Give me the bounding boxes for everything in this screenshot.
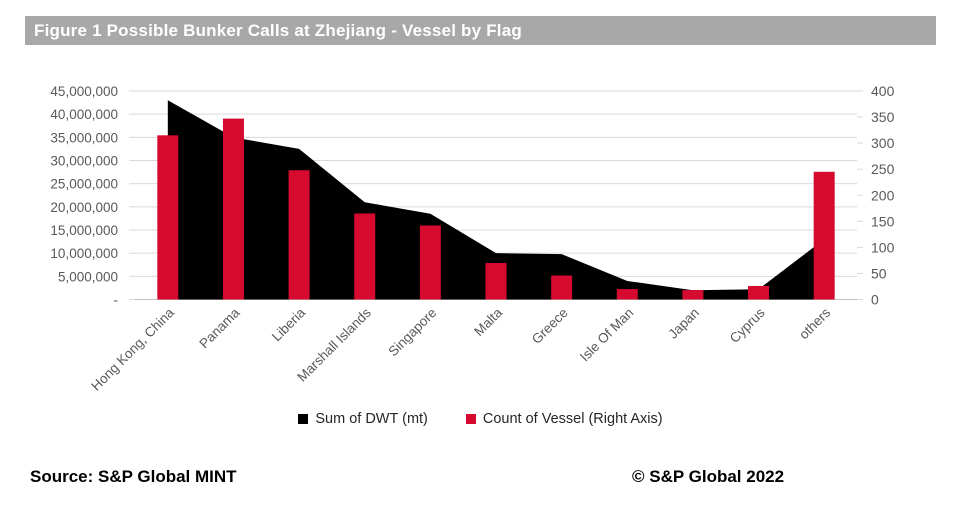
figure-title-bar: Figure 1 Possible Bunker Calls at Zhejia… bbox=[25, 16, 936, 45]
right-axis-label: 50 bbox=[871, 265, 887, 281]
dwt-area-series bbox=[167, 100, 825, 300]
x-axis-label: Cyprus bbox=[727, 305, 768, 346]
vessel-count-bar bbox=[813, 171, 835, 300]
chart-legend: Sum of DWT (mt) Count of Vessel (Right A… bbox=[0, 411, 961, 427]
right-axis-label: 250 bbox=[871, 161, 895, 177]
vessel-count-bar bbox=[354, 213, 376, 300]
right-axis-label: 100 bbox=[871, 239, 895, 255]
x-axis-label: Greece bbox=[529, 305, 571, 347]
x-axis-label: Singapore bbox=[385, 305, 439, 359]
vessel-count-bar bbox=[288, 170, 310, 300]
left-axis-label: 25,000,000 bbox=[50, 177, 118, 192]
vessel-count-bar bbox=[551, 275, 573, 300]
left-axis-label: 20,000,000 bbox=[50, 200, 118, 215]
left-axis-label: 10,000,000 bbox=[50, 246, 118, 261]
vessel-count-bar bbox=[748, 285, 770, 300]
x-axis-label: Hong Kong, China bbox=[88, 305, 177, 394]
right-axis-label: 150 bbox=[871, 213, 895, 229]
combo-chart: 45,000,000 40,000,000 35,000,000 30,000,000… bbox=[50, 83, 895, 394]
left-axis-label: 45,000,000 bbox=[50, 84, 118, 99]
left-axis-label: 35,000,000 bbox=[50, 130, 118, 145]
left-axis-label: 30,000,000 bbox=[50, 154, 118, 169]
vessel-count-bar bbox=[616, 289, 638, 300]
vessel-series-swatch-icon bbox=[465, 414, 476, 424]
x-axis-label: Liberia bbox=[269, 305, 309, 345]
x-axis-label: Isle Of Man bbox=[577, 305, 636, 364]
vessel-count-bar bbox=[419, 225, 441, 300]
vessel-count-bar bbox=[485, 263, 507, 300]
right-axis-label: 200 bbox=[871, 187, 895, 203]
vessel-count-bar bbox=[682, 290, 704, 300]
vessel-count-bar bbox=[222, 118, 244, 300]
left-axis-label: 40,000,000 bbox=[50, 107, 118, 122]
left-axis-label: 5,000,000 bbox=[58, 269, 118, 284]
left-axis-label: - bbox=[114, 293, 119, 308]
dwt-series-swatch-icon bbox=[298, 414, 309, 424]
figure-footer: Source: S&P Global MINT © S&P Global 202… bbox=[0, 464, 961, 494]
legend-label-vessel: Count of Vessel (Right Axis) bbox=[482, 411, 663, 427]
figure-title: Figure 1 Possible Bunker Calls at Zhejia… bbox=[34, 20, 522, 40]
copyright-text: © S&P Global 2022 bbox=[632, 467, 785, 486]
x-axis-label: Malta bbox=[471, 305, 505, 339]
source-text: Source: S&P Global MINT bbox=[30, 467, 237, 486]
legend-item-vessel: Count of Vessel (Right Axis) bbox=[465, 411, 663, 427]
vessel-count-bar bbox=[157, 135, 179, 300]
right-axis-label: 0 bbox=[871, 292, 879, 308]
legend-item-dwt: Sum of DWT (mt) bbox=[298, 411, 428, 427]
right-axis-label: 300 bbox=[871, 135, 895, 151]
x-axis-label: others bbox=[796, 305, 833, 342]
x-axis-label: Japan bbox=[665, 305, 702, 342]
x-axis-label: Panama bbox=[196, 305, 243, 352]
left-axis-label: 15,000,000 bbox=[50, 223, 118, 238]
right-axis-label: 350 bbox=[871, 109, 895, 125]
right-axis-label: 400 bbox=[871, 83, 895, 99]
legend-label-dwt: Sum of DWT (mt) bbox=[315, 411, 428, 427]
